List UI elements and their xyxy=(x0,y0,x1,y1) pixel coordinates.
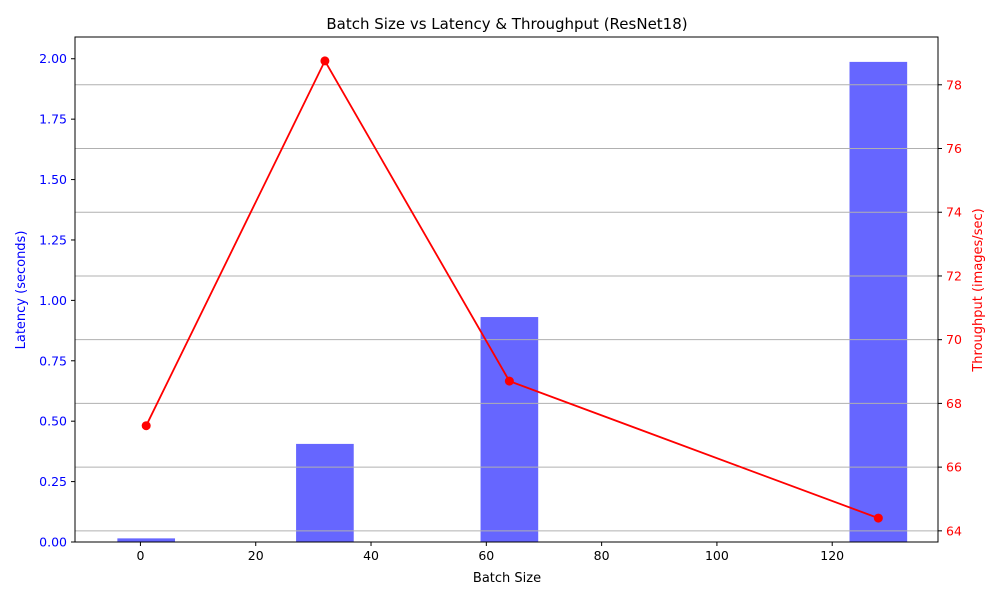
right-y-tick-label: 68 xyxy=(946,396,962,411)
throughput-point xyxy=(320,56,330,66)
right-y-axis-ticks: 64 66 68 70 72 74 76 78 xyxy=(938,77,962,538)
left-y-axis-ticks: 0.00 0.25 0.50 0.75 1.00 1.25 1.50 1.75 2.00 xyxy=(39,51,75,550)
throughput-point xyxy=(873,513,883,523)
chart-title: Batch Size vs Latency & Throughput (ResN… xyxy=(326,15,687,33)
left-y-tick-label: 1.00 xyxy=(39,293,67,308)
latency-bar xyxy=(296,443,354,542)
x-tick-label: 120 xyxy=(820,548,844,563)
x-tick-label: 60 xyxy=(478,548,494,563)
throughput-point xyxy=(141,421,151,431)
left-y-tick-label: 0.75 xyxy=(39,353,67,368)
x-tick-label: 80 xyxy=(594,548,610,563)
x-axis-ticks: 0 20 40 60 80 100 120 xyxy=(136,542,844,563)
left-y-tick-label: 0.25 xyxy=(39,474,67,489)
left-y-tick-label: 1.25 xyxy=(39,232,67,247)
x-tick-label: 40 xyxy=(363,548,379,563)
left-y-tick-label: 0.00 xyxy=(39,535,67,550)
right-y-tick-label: 70 xyxy=(946,332,962,347)
x-tick-label: 100 xyxy=(705,548,729,563)
left-y-tick-label: 1.75 xyxy=(39,112,67,127)
left-y-tick-label: 2.00 xyxy=(39,51,67,66)
right-y-tick-label: 66 xyxy=(946,460,962,475)
right-y-tick-label: 72 xyxy=(946,268,962,283)
x-axis-label: Batch Size xyxy=(473,571,541,586)
right-y-tick-label: 64 xyxy=(946,523,962,538)
latency-bar xyxy=(117,538,176,542)
left-y-axis-label: Latency (seconds) xyxy=(14,231,29,350)
axes xyxy=(74,36,939,543)
right-y-tick-label: 78 xyxy=(946,77,962,92)
throughput-line xyxy=(75,56,938,532)
latency-bar xyxy=(849,61,908,542)
right-y-tick-label: 76 xyxy=(946,141,962,156)
plot-frame xyxy=(74,36,939,543)
left-y-tick-label: 0.50 xyxy=(39,414,67,429)
right-y-axis-label: Throughput (images/sec) xyxy=(971,208,986,372)
x-tick-label: 20 xyxy=(248,548,264,563)
left-y-tick-label: 1.50 xyxy=(39,172,67,187)
latency-bar xyxy=(480,317,539,542)
latency-bars xyxy=(117,61,908,542)
throughput-point xyxy=(504,376,514,386)
x-tick-label: 0 xyxy=(136,548,144,563)
throughput-line-path xyxy=(145,58,879,519)
right-y-tick-label: 74 xyxy=(946,205,962,220)
